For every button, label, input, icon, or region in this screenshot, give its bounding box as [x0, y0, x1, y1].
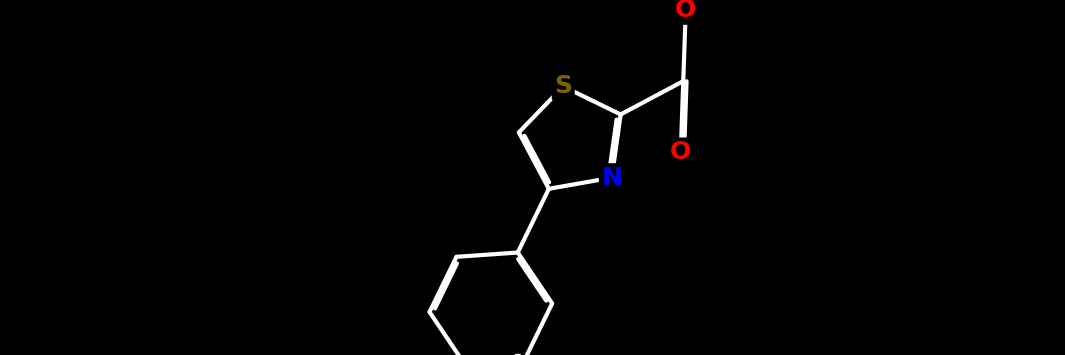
Text: S: S [554, 75, 572, 98]
Text: O: O [670, 140, 691, 164]
Text: N: N [602, 166, 622, 190]
Text: O: O [675, 0, 697, 22]
